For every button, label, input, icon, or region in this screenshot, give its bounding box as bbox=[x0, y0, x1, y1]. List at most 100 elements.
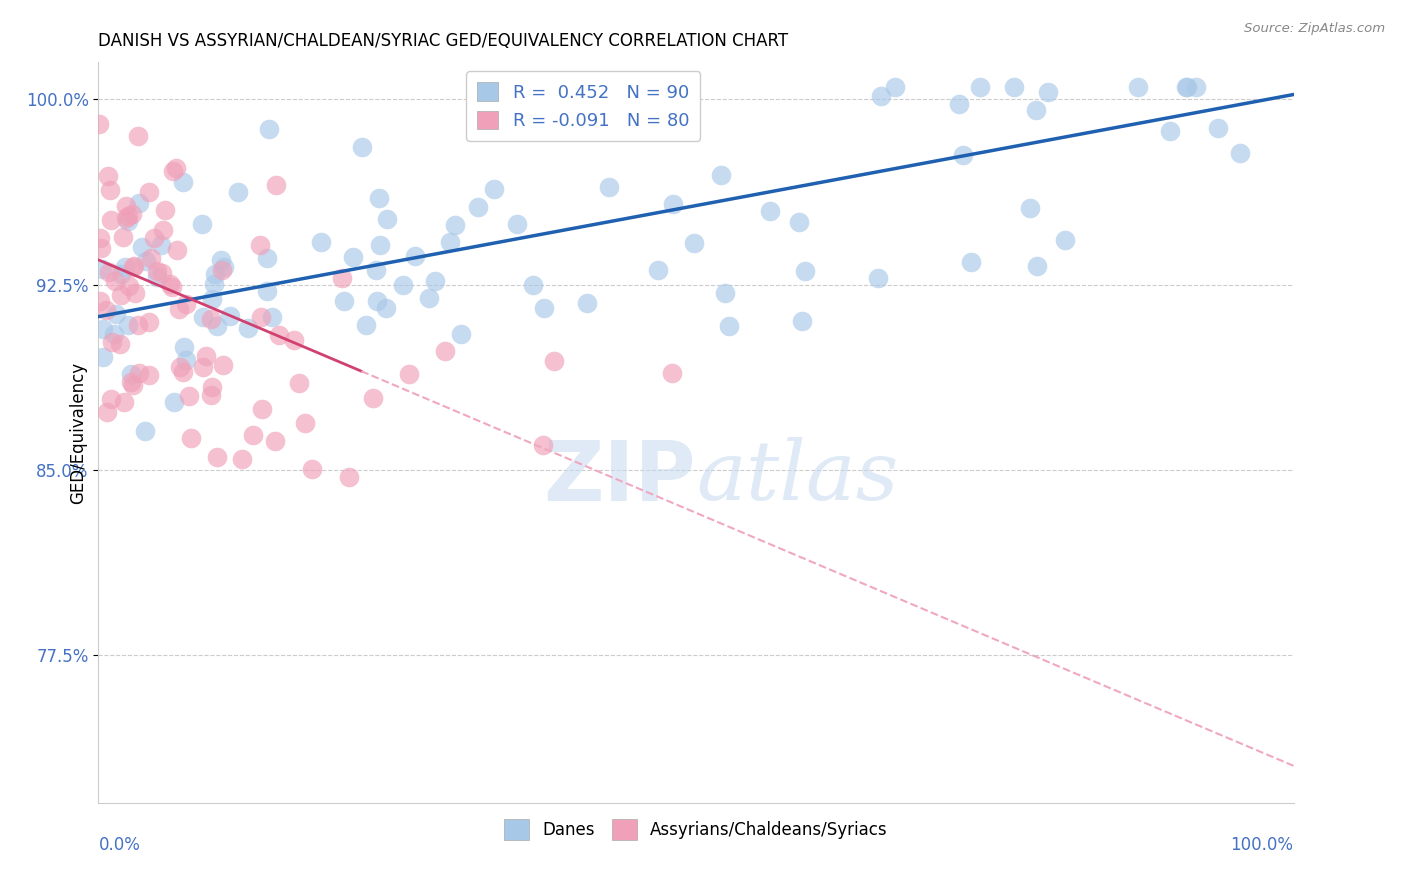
Point bbox=[231, 452, 253, 467]
Point bbox=[959, 255, 981, 269]
Point bbox=[367, 191, 389, 205]
Point bbox=[165, 161, 187, 176]
Point bbox=[264, 434, 287, 448]
Point bbox=[114, 260, 136, 274]
Point bbox=[1159, 124, 1181, 138]
Point bbox=[361, 391, 384, 405]
Point bbox=[117, 214, 139, 228]
Point bbox=[112, 395, 135, 409]
Point bbox=[1018, 201, 1040, 215]
Point bbox=[100, 212, 122, 227]
Point bbox=[354, 318, 377, 333]
Point bbox=[98, 183, 121, 197]
Point bbox=[163, 395, 186, 409]
Point bbox=[96, 302, 118, 317]
Point bbox=[139, 252, 162, 266]
Point bbox=[366, 293, 388, 308]
Point bbox=[391, 278, 413, 293]
Point bbox=[194, 349, 217, 363]
Point bbox=[131, 240, 153, 254]
Point bbox=[506, 217, 529, 231]
Point bbox=[682, 235, 704, 250]
Point bbox=[98, 265, 121, 279]
Point bbox=[1025, 259, 1047, 273]
Point bbox=[174, 353, 197, 368]
Point bbox=[647, 262, 669, 277]
Point bbox=[138, 315, 160, 329]
Point bbox=[115, 199, 138, 213]
Point bbox=[287, 376, 309, 391]
Point bbox=[522, 278, 544, 293]
Point bbox=[146, 270, 169, 285]
Point bbox=[219, 309, 242, 323]
Point bbox=[713, 285, 735, 300]
Point bbox=[117, 209, 139, 223]
Point bbox=[166, 243, 188, 257]
Point bbox=[1185, 80, 1208, 95]
Point bbox=[173, 340, 195, 354]
Point bbox=[342, 250, 364, 264]
Point bbox=[91, 262, 114, 277]
Point bbox=[870, 88, 893, 103]
Point bbox=[89, 294, 111, 309]
Point bbox=[662, 196, 685, 211]
Point bbox=[128, 196, 150, 211]
Point bbox=[179, 389, 201, 403]
Point bbox=[167, 302, 190, 317]
Text: 0.0%: 0.0% bbox=[98, 836, 141, 855]
Point bbox=[366, 263, 388, 277]
Point bbox=[236, 321, 259, 335]
Point bbox=[792, 314, 814, 328]
Point bbox=[89, 241, 111, 255]
Point bbox=[150, 238, 173, 252]
Point bbox=[100, 392, 122, 407]
Point bbox=[122, 378, 145, 392]
Point bbox=[124, 259, 146, 273]
Point bbox=[598, 180, 620, 194]
Text: 100.0%: 100.0% bbox=[1230, 836, 1294, 855]
Point bbox=[450, 327, 472, 342]
Point bbox=[418, 291, 440, 305]
Point bbox=[162, 164, 184, 178]
Point bbox=[134, 424, 156, 438]
Point bbox=[256, 284, 278, 298]
Point bbox=[201, 293, 224, 307]
Point bbox=[249, 310, 271, 324]
Point bbox=[128, 366, 150, 380]
Point bbox=[710, 168, 733, 182]
Point bbox=[531, 438, 554, 452]
Point bbox=[211, 262, 233, 277]
Point bbox=[250, 402, 273, 417]
Point bbox=[180, 431, 202, 445]
Point bbox=[467, 200, 489, 214]
Point bbox=[97, 169, 120, 184]
Point bbox=[205, 319, 228, 334]
Point bbox=[330, 270, 353, 285]
Point bbox=[226, 185, 249, 199]
Point bbox=[377, 211, 399, 226]
Point bbox=[661, 367, 683, 381]
Point bbox=[1206, 121, 1229, 136]
Point bbox=[120, 368, 142, 382]
Point bbox=[352, 140, 374, 154]
Point bbox=[169, 360, 191, 375]
Point bbox=[283, 333, 305, 347]
Point bbox=[120, 376, 142, 390]
Point bbox=[150, 266, 173, 280]
Point bbox=[868, 271, 890, 285]
Point bbox=[423, 274, 446, 288]
Point bbox=[259, 121, 281, 136]
Point bbox=[209, 253, 232, 268]
Point bbox=[127, 318, 149, 332]
Point bbox=[172, 365, 194, 379]
Point bbox=[337, 470, 360, 484]
Point bbox=[952, 148, 974, 162]
Point bbox=[294, 416, 316, 430]
Point bbox=[1054, 234, 1077, 248]
Point bbox=[89, 231, 111, 245]
Point bbox=[1174, 80, 1197, 95]
Point bbox=[717, 319, 740, 334]
Point bbox=[115, 211, 138, 225]
Point bbox=[205, 450, 228, 464]
Point bbox=[127, 128, 149, 143]
